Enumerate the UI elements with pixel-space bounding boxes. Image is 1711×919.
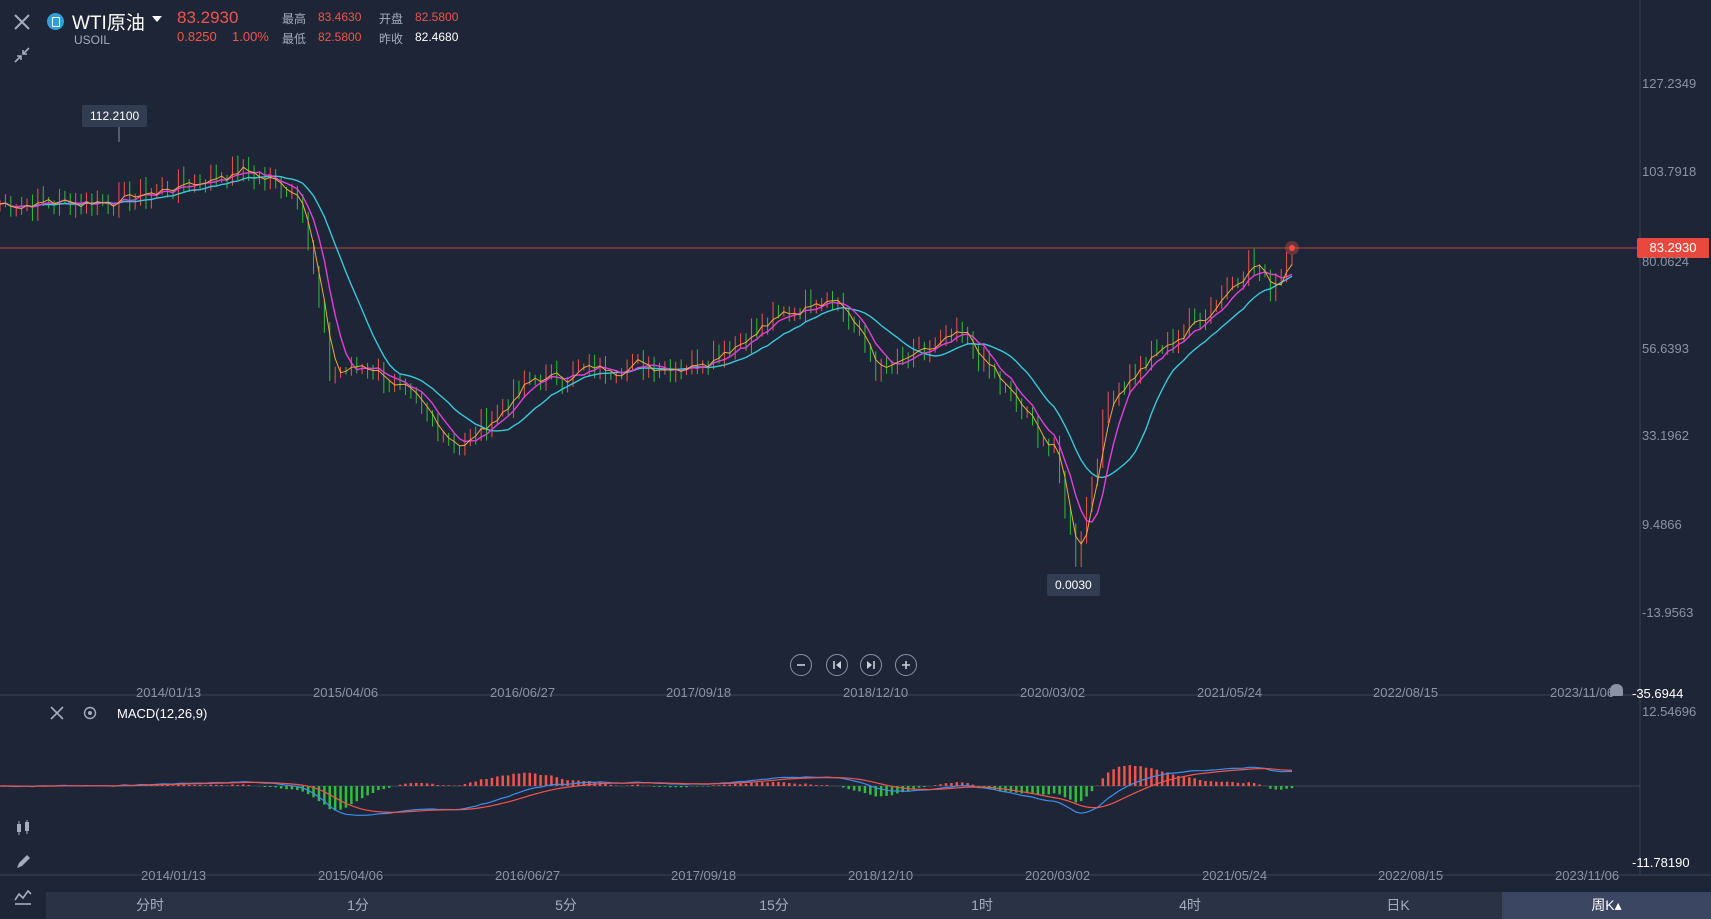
tab-daily[interactable]: 日K: [1386, 897, 1410, 913]
zoom-in-button[interactable]: [895, 654, 917, 676]
macd-x-tick: 2017/09/18: [671, 868, 737, 883]
ma5-line: [0, 166, 1293, 545]
timeframe-tabbar: 分时 1分 5分 15分 1时 4时 日K 周K▴: [46, 892, 1711, 919]
x-tick: 2023/11/06: [1550, 685, 1615, 700]
indicator-icon: [14, 889, 32, 905]
ma20-line: [0, 175, 1293, 479]
macd-x-tick: 2014/01/13: [141, 868, 207, 883]
x-tick: 2020/03/02: [1020, 685, 1086, 700]
prev-close-label: 昨收: [379, 32, 404, 46]
open-label: 开盘: [379, 12, 404, 26]
candle-icon: [17, 820, 29, 835]
current-price-tag: 83.2930: [1637, 238, 1709, 258]
zoom-in-icon: [902, 661, 910, 669]
macd-x-tick: 2020/03/02: [1025, 868, 1091, 883]
step-forward-icon: [867, 661, 875, 669]
macd-settings-button[interactable]: [80, 703, 100, 723]
collapse-button[interactable]: [9, 42, 35, 68]
zoom-out-button[interactable]: [790, 654, 812, 676]
y-tick: -13.9563: [1642, 605, 1694, 620]
high-label: 最高: [282, 12, 307, 26]
x-tick: 2017/09/18: [666, 685, 732, 700]
tab-15min[interactable]: 15分: [759, 897, 789, 913]
macd-close-button[interactable]: [47, 703, 67, 723]
step-back-icon: [833, 661, 841, 669]
x-tick: 2015/04/06: [313, 685, 379, 700]
indicator-button[interactable]: [8, 882, 38, 912]
low-label: 最低: [282, 32, 307, 46]
macd-dif-line: [0, 766, 1292, 816]
macd-x-tick: 2018/12/10: [848, 868, 914, 883]
y-tick: 127.2349: [1642, 76, 1697, 91]
close-icon: [14, 14, 30, 30]
step-back-button[interactable]: [826, 654, 848, 676]
y-tick: 9.4866: [1642, 517, 1682, 532]
tab-1min[interactable]: 1分: [347, 897, 369, 913]
x-tick: 2022/08/15: [1373, 685, 1439, 700]
instrument-name[interactable]: WTI原油: [72, 13, 145, 34]
open-value: 82.5800: [415, 10, 459, 24]
macd-x-tick: 2021/05/24: [1202, 868, 1268, 883]
settings-icon: [83, 706, 97, 720]
x-tick: 2014/01/13: [136, 685, 202, 700]
collapse-arrows-icon: [14, 47, 30, 63]
x-tick: 2021/05/24: [1197, 685, 1263, 700]
y-tick: -35.6944: [1632, 686, 1684, 701]
chart-type-button[interactable]: [8, 813, 38, 843]
macd-dea-line: [0, 767, 1293, 814]
zoom-out-icon: [797, 664, 805, 666]
step-forward-button[interactable]: [860, 654, 882, 676]
macd-x-tick: 2016/06/27: [495, 868, 561, 883]
high-value: 83.4630: [318, 10, 362, 24]
ma10-line: [0, 171, 1293, 523]
price-change-pct: 1.00%: [232, 29, 269, 44]
y-tick: 33.1962: [1642, 428, 1689, 443]
macd-histogram: [4, 765, 1294, 811]
tab-timeshare[interactable]: 分时: [136, 897, 164, 913]
macd-title: MACD(12,26,9): [117, 706, 208, 721]
y-tick: 103.7918: [1642, 164, 1697, 179]
alarm-icon[interactable]: [1610, 684, 1623, 696]
pencil-icon: [17, 855, 30, 868]
draw-tool-button[interactable]: [8, 847, 38, 877]
macd-y-tick: 12.54696: [1642, 704, 1697, 719]
tab-weekly[interactable]: 周K▴: [1502, 892, 1711, 919]
close-button[interactable]: [9, 9, 35, 35]
x-tick: 2018/12/10: [843, 685, 909, 700]
min-price-marker: 0.0030: [1047, 574, 1100, 596]
candlesticks: [0, 155, 1293, 568]
prev-close-value: 82.4680: [415, 30, 459, 44]
tab-5min[interactable]: 5分: [555, 897, 577, 913]
symbol-code: USOIL: [74, 33, 111, 47]
tab-1hour[interactable]: 1时: [971, 897, 993, 913]
price-change: 0.8250: [177, 29, 217, 44]
last-price: 83.2930: [177, 8, 239, 27]
x-tick: 2016/06/27: [490, 685, 556, 700]
close-icon: [50, 706, 64, 720]
macd-y-tick: -11.78190: [1632, 855, 1690, 870]
y-tick: 56.6393: [1642, 341, 1689, 356]
max-price-marker: 112.2100: [82, 105, 148, 127]
dropdown-caret-icon[interactable]: [152, 16, 162, 22]
macd-x-tick: 2022/08/15: [1378, 868, 1444, 883]
wti-badge-icon: [47, 13, 64, 30]
macd-x-tick: 2023/11/06: [1555, 868, 1620, 883]
macd-x-tick: 2015/04/06: [318, 868, 384, 883]
tab-4hour[interactable]: 4时: [1179, 897, 1201, 913]
low-value: 82.5800: [318, 30, 362, 44]
y-tick: 80.0624: [1642, 254, 1689, 269]
